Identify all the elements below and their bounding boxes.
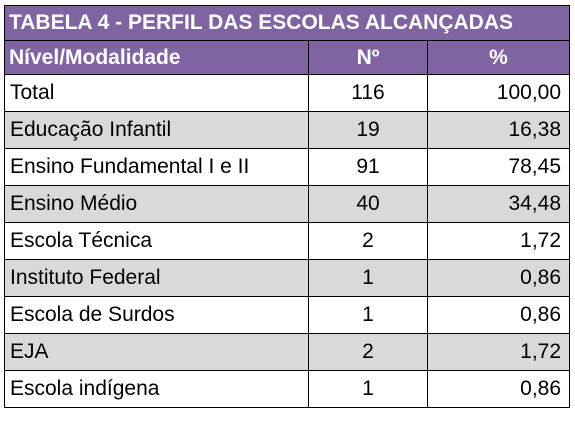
row-count: 91	[308, 148, 428, 186]
row-percent: 0,86	[426, 296, 571, 334]
schools-profile-table: TABELA 4 - PERFIL DAS ESCOLAS ALCANÇADAS…	[3, 5, 571, 408]
row-percent: 78,45	[426, 148, 571, 186]
row-percent: 16,38	[426, 111, 571, 149]
row-percent: 0,86	[426, 370, 571, 408]
table-row-total: Total 116 100,00	[4, 74, 571, 112]
table-header-row: Nível/Modalidade Nº %	[4, 40, 571, 75]
row-name: Ensino Médio	[4, 185, 309, 223]
row-count: 19	[308, 111, 428, 149]
row-count: 1	[308, 370, 428, 408]
row-name: Ensino Fundamental I e II	[4, 148, 309, 186]
table-title: TABELA 4 - PERFIL DAS ESCOLAS ALCANÇADAS	[3, 5, 571, 41]
table-row: Escola Técnica 2 1,72	[4, 222, 571, 260]
row-name: EJA	[4, 333, 309, 371]
row-count: 116	[308, 74, 428, 112]
row-count: 2	[308, 333, 428, 371]
row-name: Escola de Surdos	[4, 296, 309, 334]
row-percent: 100,00	[426, 74, 571, 112]
row-percent: 34,48	[426, 185, 571, 223]
header-level-modality: Nível/Modalidade	[4, 40, 309, 75]
row-count: 1	[308, 259, 428, 297]
row-percent: 1,72	[426, 333, 571, 371]
header-count: Nº	[308, 40, 428, 75]
table-row: Instituto Federal 1 0,86	[4, 259, 571, 297]
row-name: Total	[4, 74, 309, 112]
row-count: 1	[308, 296, 428, 334]
row-count: 2	[308, 222, 428, 260]
table-row: Escola de Surdos 1 0,86	[4, 296, 571, 334]
row-name: Escola indígena	[4, 370, 309, 408]
row-name: Instituto Federal	[4, 259, 309, 297]
table-row: Escola indígena 1 0,86	[4, 370, 571, 408]
header-percent: %	[426, 40, 571, 75]
table-row: Ensino Fundamental I e II 91 78,45	[4, 148, 571, 186]
table-row: Ensino Médio 40 34,48	[4, 185, 571, 223]
row-name: Escola Técnica	[4, 222, 309, 260]
row-percent: 1,72	[426, 222, 571, 260]
row-percent: 0,86	[426, 259, 571, 297]
schools-profile-table-container: TABELA 4 - PERFIL DAS ESCOLAS ALCANÇADAS…	[3, 5, 571, 408]
row-count: 40	[308, 185, 428, 223]
table-row: EJA 2 1,72	[4, 333, 571, 371]
table-title-row: TABELA 4 - PERFIL DAS ESCOLAS ALCANÇADAS	[3, 5, 571, 41]
table-row: Educação Infantil 19 16,38	[4, 111, 571, 149]
row-name: Educação Infantil	[4, 111, 309, 149]
